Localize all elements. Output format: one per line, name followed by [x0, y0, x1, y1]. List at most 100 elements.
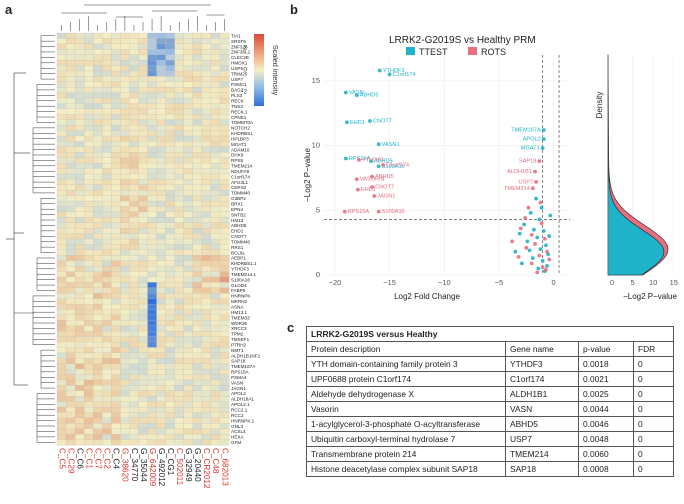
- heatmap-cell: [93, 211, 103, 218]
- heatmap-cell: [147, 190, 157, 196]
- heatmap-cell: [210, 152, 221, 159]
- heatmap-cell: [93, 255, 103, 262]
- heatmap-cell: [210, 135, 221, 142]
- heatmap-cell: [192, 341, 203, 348]
- heatmap-cell: [201, 303, 212, 310]
- heatmap-cell: [111, 233, 121, 240]
- heatmap-cell: [102, 119, 112, 126]
- heatmap-cell: [183, 385, 194, 392]
- heatmap-cell: [93, 70, 103, 77]
- heatmap-cell: [219, 108, 230, 115]
- heatmap-cell: [93, 146, 103, 153]
- heatmap-cell: [219, 390, 230, 397]
- heatmap-cell: [165, 65, 176, 72]
- heatmap-cell: [93, 59, 103, 66]
- heatmap-cell: [210, 59, 221, 66]
- heatmap-cell: [120, 249, 130, 256]
- heatmap-cell: [183, 43, 194, 50]
- heatmap-cell: [120, 49, 130, 56]
- data-point-rots: [544, 267, 548, 272]
- heatmap-cell: [120, 184, 130, 191]
- heatmap-cell: [192, 331, 203, 337]
- heatmap-cell: [56, 428, 67, 435]
- gene-label: G3BP2: [231, 196, 246, 201]
- point-label: S100A16: [382, 209, 405, 215]
- heatmap-cell: [210, 352, 221, 359]
- heatmap-cell: [165, 217, 176, 224]
- heatmap-cell: [192, 49, 203, 56]
- table-row: Transmembrane protein 214 TMEM214 0.0060 0: [306, 446, 674, 462]
- heatmap-cell: [74, 184, 85, 191]
- heatmap-cell: [65, 162, 76, 169]
- gene-label: HEXA: [231, 435, 244, 440]
- heatmap-cell: [147, 32, 157, 39]
- gene-label: PSMA4: [231, 375, 247, 380]
- heatmap-cell: [156, 406, 166, 413]
- heatmap-cell: [120, 211, 130, 218]
- heatmap-cell: [174, 233, 185, 240]
- heatmap-cell: [56, 358, 67, 365]
- heatmap-cell: [147, 293, 157, 299]
- gene-label: PLS3: [231, 93, 243, 98]
- cell-fdr: 0: [633, 356, 674, 372]
- heatmap-cell: [201, 401, 212, 408]
- sample-label: C_34770: [130, 448, 139, 482]
- heatmap-cell: [192, 244, 203, 251]
- sample-label: G_32949: [184, 448, 193, 482]
- heatmap-cell: [165, 379, 176, 386]
- heatmap-cell: [219, 119, 230, 126]
- heatmap-cell: [56, 152, 67, 159]
- heatmap-cell: [201, 276, 212, 283]
- point-label: JAGN1: [377, 194, 395, 200]
- heatmap-cell: [174, 352, 185, 359]
- heatmap-cell: [174, 211, 185, 218]
- heatmap-cell: [84, 260, 94, 267]
- heatmap-cell: [165, 298, 176, 305]
- heatmap-cell: [174, 200, 185, 207]
- heatmap-cell: [84, 293, 94, 299]
- heatmap-cell: [174, 412, 185, 419]
- heatmap-cell: [129, 103, 139, 110]
- heatmap-cell: [56, 331, 67, 337]
- heatmap-cell: [84, 200, 94, 207]
- heatmap-cell: [84, 108, 94, 115]
- heatmap-cell: [192, 43, 203, 50]
- heatmap-cell: [65, 314, 76, 321]
- col-fdr: FDR: [633, 341, 674, 357]
- heatmap-cell: [138, 81, 148, 88]
- heatmap-cell: [174, 282, 185, 289]
- heatmap-cell: [183, 287, 194, 294]
- heatmap-cell: [129, 385, 139, 392]
- heatmap-cell: [147, 363, 157, 370]
- heatmap-cell: [120, 314, 130, 321]
- heatmap-cell: [165, 125, 176, 131]
- heatmap-cell: [174, 320, 185, 327]
- heatmap-cell: [210, 358, 221, 365]
- heatmap-cell: [129, 152, 139, 159]
- heatmap-cell: [201, 81, 212, 88]
- heatmap-cell: [156, 32, 166, 39]
- heatmap-cell: [201, 38, 212, 45]
- heatmap-cell: [111, 130, 121, 137]
- heatmap-cell: [183, 358, 194, 365]
- heatmap-cell: [174, 146, 185, 153]
- heatmap-cell: [210, 179, 221, 186]
- heatmap-cell: [84, 125, 94, 131]
- heatmap-cell: [65, 173, 76, 180]
- heatmap-cell: [74, 233, 85, 240]
- heatmap-cell: [165, 249, 176, 256]
- heatmap-cell: [93, 303, 103, 310]
- heatmap-cell: [219, 135, 230, 142]
- heatmap-cell: [210, 114, 221, 121]
- sample-label: C_CG1: [166, 448, 175, 476]
- heatmap-cell: [102, 152, 112, 159]
- heatmap-cell: [129, 314, 139, 321]
- table-row: UPF0688 protein C1orf174 C1orf174 0.0021 0: [306, 371, 674, 387]
- gene-label: RPS5: [231, 158, 243, 163]
- heatmap-cell: [65, 43, 76, 50]
- heatmap-cell: [156, 434, 166, 440]
- heatmap-cell: [84, 309, 94, 316]
- point-label: ABHD5: [374, 159, 393, 165]
- heatmap-cell: [56, 347, 67, 354]
